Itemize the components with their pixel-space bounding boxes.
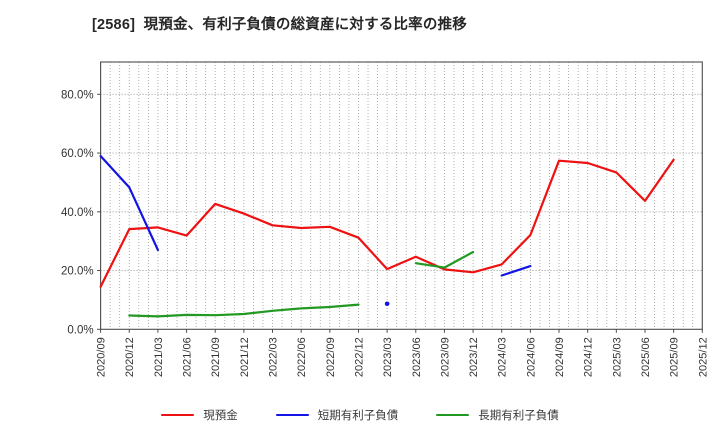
x-tick-label: 2020/09	[96, 337, 108, 377]
y-tick-label: 20.0%	[61, 266, 94, 278]
series-1-point	[384, 301, 390, 307]
x-tick-label: 2024/06	[525, 337, 537, 377]
x-tick-label: 2023/03	[382, 337, 394, 377]
x-tick-label: 2022/03	[268, 337, 280, 377]
chart-title: [2586] 現預金、有利子負債の総資産に対する比率の推移	[92, 17, 467, 33]
legend: 現預金 短期有利子負債 長期有利子負債	[0, 402, 720, 428]
legend-line-green	[436, 413, 470, 417]
plot-border	[100, 61, 703, 330]
series-1-line	[99, 154, 159, 252]
x-tick-label: 2023/09	[439, 337, 451, 377]
x-tick-label: 2023/06	[411, 337, 423, 377]
x-tick-label: 2024/03	[497, 337, 509, 377]
x-tick-label: 2025/06	[640, 337, 652, 377]
x-tick-label: 2024/09	[554, 337, 566, 377]
legend-item-cash: 現預金	[161, 407, 238, 423]
legend-item-long-term-debt: 長期有利子負債	[436, 407, 559, 423]
x-tick-label: 2021/03	[153, 337, 165, 377]
x-tick-label: 2025/09	[669, 337, 681, 377]
legend-item-short-term-debt: 短期有利子負債	[275, 407, 399, 423]
x-tick-label: 2022/09	[325, 337, 337, 377]
x-tick-label: 2022/12	[353, 337, 365, 377]
x-tick-label: 2021/06	[182, 337, 194, 377]
series-1-line	[500, 265, 532, 277]
x-tick-label: 2022/06	[296, 337, 308, 377]
legend-label-cash: 現預金	[203, 410, 238, 422]
series-0-line	[99, 158, 675, 288]
x-tick-label: 2020/12	[124, 337, 136, 377]
y-tick-label: 0.0%	[67, 324, 93, 336]
y-tick-label: 60.0%	[61, 148, 94, 160]
y-tick-label: 40.0%	[61, 207, 94, 219]
x-tick-label: 2021/09	[210, 337, 222, 377]
legend-line-red	[161, 413, 195, 417]
series-2-line	[128, 303, 360, 318]
x-tick-label: 2024/12	[583, 337, 595, 377]
y-tick-label: 80.0%	[61, 89, 94, 101]
x-tick-label: 2025/12	[697, 337, 709, 377]
legend-label-long-term-debt: 長期有利子負債	[478, 410, 559, 422]
series-2-line	[414, 250, 475, 269]
x-tick-label: 2023/12	[468, 337, 480, 377]
legend-label-short-term-debt: 短期有利子負債	[317, 410, 399, 422]
x-tick-label: 2021/12	[239, 337, 251, 377]
x-tick-label: 2025/03	[611, 337, 623, 377]
legend-line-blue	[275, 413, 309, 417]
